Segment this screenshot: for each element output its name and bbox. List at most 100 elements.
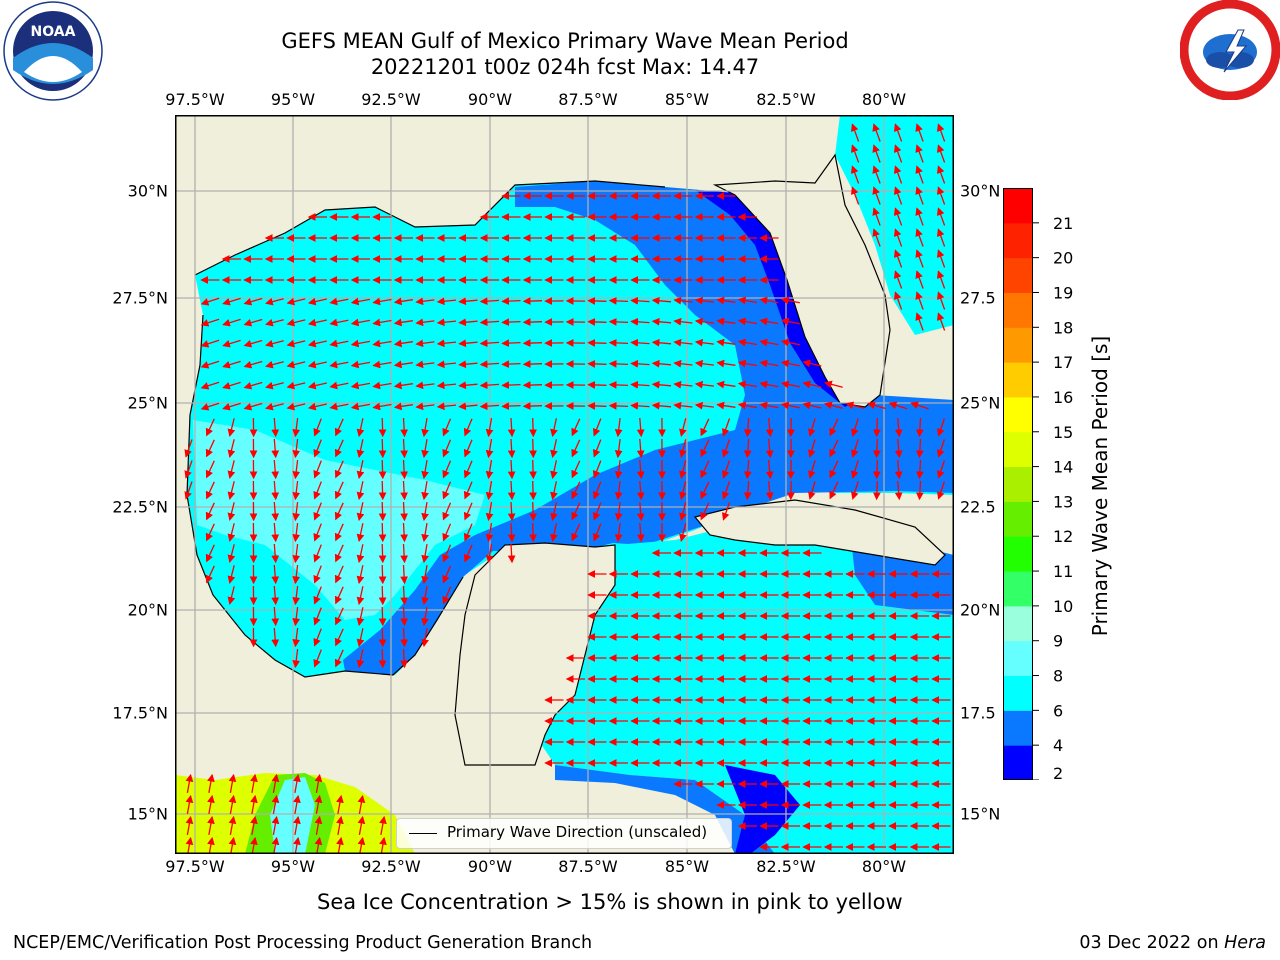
wave-arrow — [529, 501, 537, 522]
wave-arrow — [824, 401, 843, 410]
wave-arrow — [400, 543, 409, 564]
legend-label: Primary Wave Direction (unscaled) — [447, 823, 708, 841]
wave-arrow — [378, 627, 387, 648]
wave-arrow — [184, 460, 193, 479]
wave-arrow — [608, 338, 629, 347]
wave-arrow — [501, 381, 521, 390]
wave-arrow — [372, 360, 392, 369]
wave-arrow — [743, 480, 752, 501]
footer-date: 03 Dec 2022 on Hera — [1079, 933, 1266, 953]
wave-arrow — [334, 649, 344, 668]
wave-arrow — [334, 544, 344, 563]
wave-arrow — [636, 501, 645, 522]
wave-arrow — [673, 317, 693, 326]
wave-arrow — [313, 607, 322, 626]
colorbar-swatch — [1003, 571, 1033, 607]
colorbar-tick-label: 11 — [1053, 562, 1073, 581]
wave-arrow — [651, 296, 672, 305]
atlantic-water — [835, 115, 954, 335]
wave-arrow — [292, 502, 301, 522]
footer-machine: Hera — [1224, 933, 1266, 953]
legend-line-swatch — [409, 833, 437, 834]
wave-arrow — [400, 459, 409, 480]
wave-arrow — [286, 318, 306, 327]
wave-arrow — [630, 296, 650, 305]
colorbar-tick-label: 2 — [1053, 764, 1063, 780]
colorbar-swatch — [1003, 396, 1033, 433]
wave-arrow — [205, 418, 215, 437]
wave-arrow — [356, 586, 365, 606]
wave-arrow — [700, 481, 710, 500]
wave-arrow — [421, 585, 429, 606]
wave-arrow — [679, 481, 687, 500]
colorbar-swatch — [1003, 431, 1033, 468]
wave-arrow — [937, 418, 946, 437]
wave-arrow — [614, 502, 623, 522]
wave-arrow — [379, 815, 387, 836]
wave-arrow — [378, 480, 387, 501]
wave-arrow — [313, 439, 322, 458]
wave-arrow — [485, 543, 494, 564]
florida-land — [712, 153, 891, 408]
wave-arrow — [400, 438, 409, 459]
wave-arrow — [894, 417, 903, 438]
wave-arrow — [808, 418, 816, 437]
wave-arrow — [824, 380, 843, 389]
wave-arrow — [205, 460, 215, 479]
wave-arrow — [222, 360, 241, 369]
wave-arrow — [937, 439, 946, 458]
wave-arrow — [694, 296, 714, 305]
lon-label: 92.5°W — [361, 857, 421, 876]
wave-arrow — [893, 228, 903, 247]
wave-arrow — [400, 564, 409, 585]
wave-arrow — [592, 460, 602, 479]
wave-arrow — [292, 649, 301, 669]
wave-arrow — [307, 318, 327, 327]
colorbar-swatch — [1003, 605, 1033, 642]
wave-arrow — [759, 338, 779, 347]
wave-arrow — [872, 123, 881, 142]
wave-arrow — [372, 297, 392, 306]
sea-ice-note: Sea Ice Concentration > 15% is shown in … — [317, 890, 903, 914]
footer-date-value: 03 Dec 2022 — [1079, 933, 1192, 953]
wave-arrow — [759, 359, 779, 368]
wave-arrow — [378, 648, 387, 669]
wave-arrow — [507, 522, 516, 543]
wave-arrow — [759, 401, 779, 410]
wave-arrow — [614, 481, 623, 501]
wave-arrow — [378, 417, 387, 438]
wave-arrow — [314, 794, 323, 815]
wave-arrow — [205, 544, 215, 563]
wave-arrow — [679, 460, 687, 479]
wave-arrow — [227, 544, 236, 563]
wave-arrow — [334, 628, 344, 647]
lat-label: 27.5°N — [112, 288, 168, 308]
wave-arrow — [571, 481, 581, 500]
wave-arrow — [936, 312, 946, 331]
wave-arrow — [893, 186, 903, 205]
wave-arrow — [550, 481, 558, 501]
wave-arrow — [915, 123, 924, 142]
wave-arrow — [458, 402, 478, 411]
wave-arrow — [893, 144, 903, 163]
colorbar-tick-label: 18 — [1053, 318, 1073, 337]
colorbar-swatch — [1003, 675, 1033, 711]
wave-arrow — [679, 439, 687, 458]
wave-arrow — [651, 380, 672, 389]
lon-label: 82.5°W — [756, 90, 816, 109]
wave-arrow — [894, 480, 903, 501]
wave-arrow — [894, 438, 903, 459]
wave-arrow — [479, 318, 500, 327]
wave-arrow — [765, 459, 774, 480]
wave-arrow — [587, 381, 607, 389]
wave-arrow — [759, 380, 779, 389]
wave-arrow — [271, 564, 280, 585]
wave-arrow — [802, 380, 822, 389]
wave-arrow — [336, 815, 344, 836]
wave-arrow — [614, 418, 623, 438]
wave-arrow — [307, 381, 327, 390]
wave-arrow — [936, 270, 946, 289]
wave-arrow — [485, 438, 494, 459]
wave-arrow — [436, 339, 457, 348]
colorbar-label: Primary Wave Mean Period [s] — [1088, 335, 1112, 637]
